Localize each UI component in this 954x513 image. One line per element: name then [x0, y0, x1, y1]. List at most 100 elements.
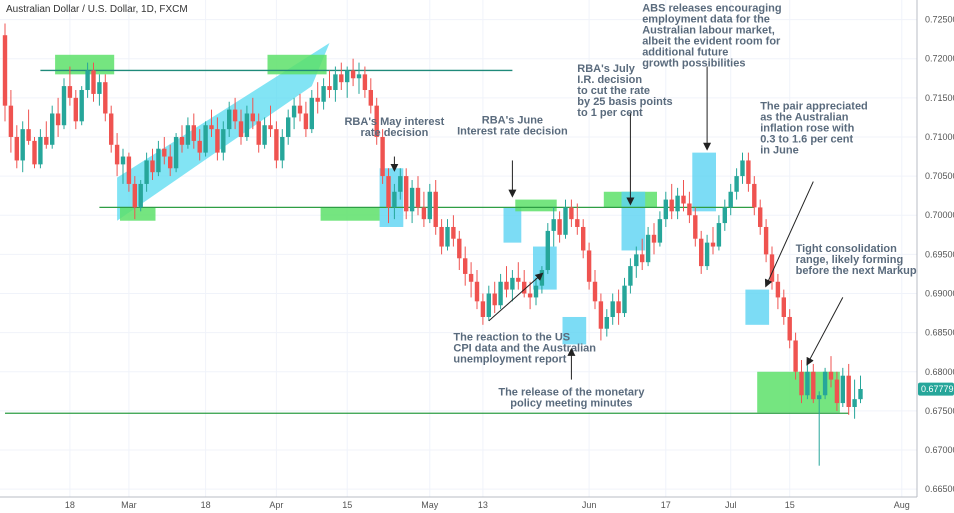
candle-body — [268, 125, 273, 130]
candle-down — [463, 246, 468, 286]
candle-up — [286, 109, 291, 145]
candle-body — [758, 207, 763, 227]
candle-body — [256, 121, 261, 145]
candle-body — [392, 191, 397, 208]
candle-down — [215, 117, 220, 161]
candle-down — [2, 23, 8, 122]
candle-body — [356, 74, 362, 79]
x-tick-label: 13 — [478, 500, 488, 510]
candle-down — [421, 191, 427, 227]
candle-body — [97, 82, 102, 94]
x-tick-label: Apr — [269, 500, 283, 510]
candle-body — [746, 160, 751, 184]
candle-down — [191, 113, 196, 149]
candle-up — [38, 129, 43, 169]
candle-body — [799, 371, 804, 396]
candle-body — [463, 258, 468, 274]
candle-down — [26, 109, 31, 145]
candle-body — [38, 136, 43, 165]
candle-down — [315, 82, 320, 114]
candle-down — [439, 219, 444, 255]
candle-body — [563, 207, 568, 235]
candle-down — [368, 78, 373, 114]
candle-up — [262, 117, 267, 149]
candle-body — [468, 273, 474, 282]
candle-body — [704, 242, 710, 267]
candle-body — [386, 176, 391, 208]
candle-body — [380, 136, 385, 177]
annotation-line: range, likely forming — [796, 254, 904, 266]
candle-body — [315, 97, 320, 102]
candle-down — [256, 113, 261, 153]
candle-up — [427, 183, 432, 224]
candle-up — [50, 105, 55, 149]
candle-body — [716, 223, 722, 247]
candle-body — [262, 125, 267, 145]
candle-body — [79, 90, 84, 122]
candle-body — [103, 82, 108, 114]
candle-body — [238, 121, 244, 137]
candle-body — [61, 86, 67, 126]
annotation: RBA's July I.R. decision to cut the rate by… — [577, 63, 673, 206]
candle-up — [221, 121, 226, 161]
candle-down — [480, 293, 486, 325]
candle-body — [598, 301, 604, 329]
annotation-line: to 1 per cent — [577, 107, 643, 119]
annotation-text: RBA's June Interest rate decision — [457, 115, 568, 138]
candle-body — [575, 219, 580, 227]
candle-body — [516, 277, 521, 282]
candle-body — [14, 136, 19, 161]
candle-body — [586, 250, 592, 282]
candle-down — [787, 309, 792, 349]
candle-body — [840, 375, 845, 404]
candle-up — [85, 62, 90, 98]
x-tick-label: 15 — [342, 500, 352, 510]
candle-up — [356, 62, 362, 94]
candle-down — [362, 66, 368, 98]
annotation-line: RBA's July — [577, 63, 636, 75]
candle-body — [91, 70, 96, 94]
candle-down — [575, 203, 580, 235]
candle-down — [73, 90, 78, 130]
candle-body — [693, 215, 698, 239]
candle-down — [67, 66, 73, 106]
candle-down — [457, 230, 462, 271]
candle-body — [126, 156, 132, 184]
candle-up — [409, 180, 415, 224]
candle-body — [303, 113, 309, 130]
candle-up — [309, 90, 314, 134]
candle-body — [109, 113, 114, 145]
candle-body — [374, 105, 379, 137]
candle-up — [20, 121, 25, 173]
blue-zone — [379, 168, 404, 227]
candle-body — [26, 129, 31, 141]
candle-down — [681, 180, 686, 212]
annotation: The release of the monetary policy meetin… — [498, 347, 645, 409]
candle-body — [699, 238, 704, 267]
candle-up — [728, 183, 733, 216]
candle-body — [173, 136, 179, 169]
candle-up — [345, 66, 350, 98]
candle-body — [811, 371, 816, 400]
candle-body — [740, 160, 745, 177]
candle-body — [681, 195, 686, 204]
candle-body — [781, 297, 786, 317]
candle-up — [675, 187, 680, 220]
candle-body — [858, 388, 863, 400]
candle-down — [527, 281, 533, 310]
candle-body — [846, 375, 851, 407]
candle-body — [44, 136, 49, 145]
candle-body — [817, 395, 822, 400]
annotation-line: CPI data and the Australian — [453, 342, 596, 354]
candle-down — [569, 199, 574, 227]
candle-body — [50, 113, 55, 145]
chart-title: Australian Dollar / U.S. Dollar, 1D, FXC… — [6, 4, 188, 15]
candle-down — [828, 356, 834, 388]
annotation: The pair appreciated as the Australian inf… — [760, 101, 868, 288]
candle-body — [67, 86, 73, 98]
